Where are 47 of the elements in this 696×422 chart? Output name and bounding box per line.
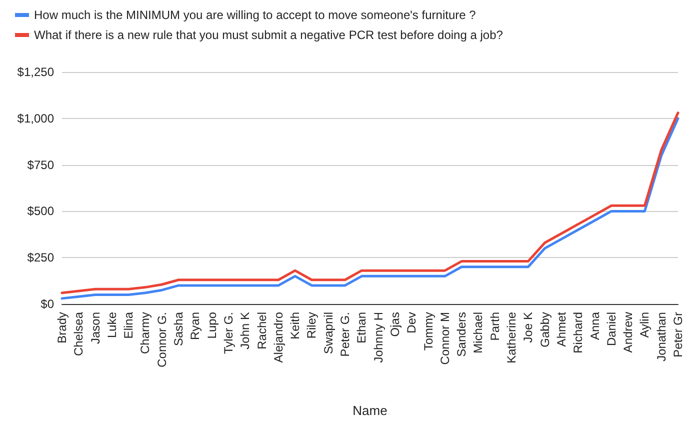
y-tick-label: $750 [27,158,54,172]
x-tick-label: Ahmet [554,311,568,347]
x-tick-label: Connor G. [154,312,169,368]
x-tick-label: Swapnil [321,312,336,354]
x-tick-label: Tommy [421,312,436,351]
x-tick-label: Dev [404,312,419,334]
x-tick-label: Gabby [538,312,552,348]
x-tick-label: Riley [304,312,319,339]
x-tick-label: Richard [571,312,586,354]
y-tick-label: $1,000 [17,111,54,126]
legend-label: How much is the MINIMUM you are willing to accept to move someone's furniture ? [34,8,476,22]
x-tick-label: Peter Gr [671,312,685,358]
x-tick-label: Ryan [188,312,202,340]
x-tick-label: Connor M [438,312,452,365]
x-tick-label: Katherine [504,312,519,364]
legend-label: What if there is a new rule that you must submit a negative PCR test before doing a job? [34,28,504,42]
x-tick-label: Joe K [521,312,536,343]
x-tick-label: Anna [588,312,602,340]
y-tick-label: $0 [40,297,54,311]
x-tick-label: Charmy [138,312,152,354]
y-tick-label: $250 [27,250,54,265]
x-tick-label: Keith [288,312,302,340]
x-tick-label: Tyler G. [221,312,236,354]
x-tick-label: Andrew [621,312,636,353]
x-tick-label: Aylin [638,312,652,338]
x-tick-label: Michael [471,312,486,354]
x-tick-label: Elina [122,312,136,339]
x-tick-label: Ojas [388,312,402,337]
x-tick-label: Johnny H [371,312,386,363]
x-tick-label: Luke [104,312,119,338]
x-tick-label: Parth [488,312,502,341]
x-tick-label: Ethan [354,312,369,344]
x-tick-label: Sanders [454,312,469,357]
x-tick-label: Lupo [204,312,219,339]
x-tick-label: Rachel [254,312,269,350]
x-tick-label: Peter G. [338,312,352,357]
x-tick-label: Brady [55,312,69,344]
y-tick-label: $500 [27,204,54,218]
y-tick-label: $1,250 [17,65,54,79]
x-axis-title: Name [352,403,388,418]
x-tick-label: Daniel [604,312,618,346]
x-tick-label: Alejandro [271,312,286,363]
x-tick-label: Sasha [172,312,186,346]
x-tick-label: Jason [88,312,102,344]
x-tick-label: Chelsea [72,312,86,356]
x-tick-label: John K [238,312,252,350]
x-tick-label: Jonathan [654,312,668,362]
